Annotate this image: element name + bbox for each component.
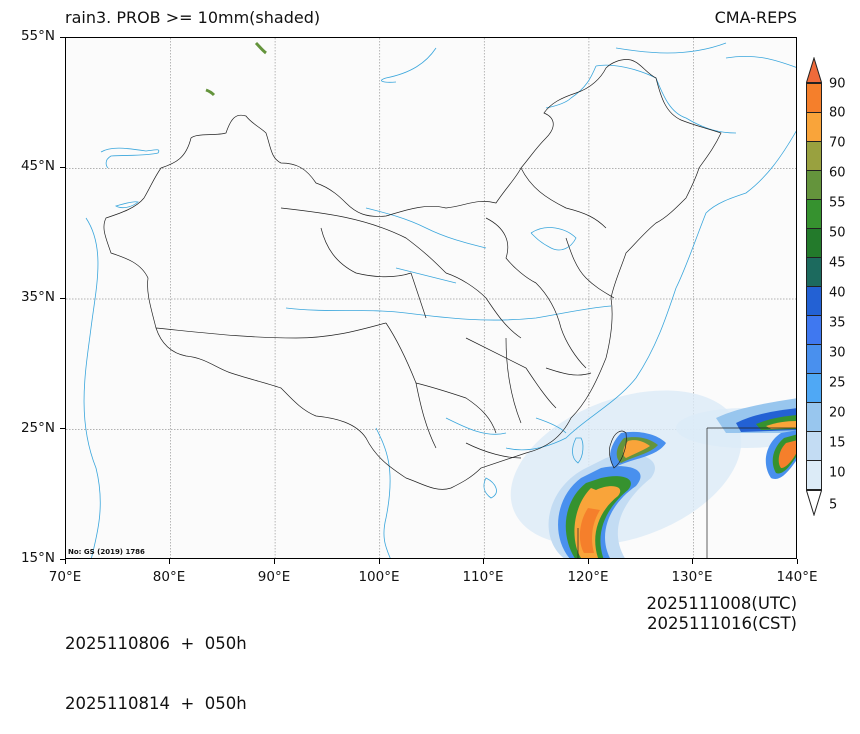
colorbar-segments <box>806 83 822 490</box>
tick <box>379 559 380 564</box>
colorbar-label: 10 <box>829 465 846 481</box>
colorbar-seg-10-15 <box>806 432 822 461</box>
lon-label-120: 120°E <box>567 569 609 585</box>
colorbar <box>806 57 822 516</box>
chart-title: rain3. PROB >= 10mm(shaded) <box>65 8 321 27</box>
colorbar-seg-80-90 <box>806 84 822 113</box>
tick <box>692 559 693 564</box>
map-canvas <box>66 38 796 558</box>
valid-time-block: 2025111008(UTC) 2025111016(CST) <box>646 594 797 634</box>
valid-time-utc: 2025111008(UTC) <box>646 594 797 613</box>
colorbar-label: 5 <box>829 497 838 513</box>
colorbar-seg-5-10 <box>806 461 822 490</box>
colorbar-seg-50-55 <box>806 200 822 229</box>
colorbar-label: 45 <box>829 255 846 271</box>
lon-label-140: 140°E <box>776 569 818 585</box>
colorbar-label: 90 <box>829 76 846 92</box>
lat-label-55: 55°N <box>20 28 55 44</box>
lat-label-25: 25°N <box>20 420 55 436</box>
tick <box>60 37 65 38</box>
init-time-utc: 2025110806 + 050h <box>65 634 247 653</box>
lat-label-35: 35°N <box>20 289 55 305</box>
rivers-coastlines <box>83 42 796 558</box>
colorbar-seg-15-20 <box>806 403 822 432</box>
colorbar-label: 15 <box>829 435 846 451</box>
colorbar-label: 20 <box>829 405 846 421</box>
lon-label-100: 100°E <box>358 569 400 585</box>
colorbar-label: 80 <box>829 105 846 121</box>
valid-time-cst: 2025111016(CST) <box>647 614 797 633</box>
colorbar-seg-20-25 <box>806 374 822 403</box>
colorbar-seg-40-45 <box>806 258 822 287</box>
model-name: CMA-REPS <box>714 8 797 27</box>
lat-label-15: 15°N <box>20 550 55 566</box>
tick <box>274 559 275 564</box>
colorbar-seg-45-50 <box>806 229 822 258</box>
tick <box>169 559 170 564</box>
colorbar-seg-25-30 <box>806 345 822 374</box>
colorbar-label: 30 <box>829 345 846 361</box>
tick <box>65 559 66 564</box>
lat-label-45: 45°N <box>20 158 55 174</box>
colorbar-seg-70-80 <box>806 113 822 142</box>
colorbar-label: 70 <box>829 135 846 151</box>
colorbar-label: 60 <box>829 165 846 181</box>
colorbar-seg-30-35 <box>806 316 822 345</box>
tick <box>60 298 65 299</box>
colorbar-label: 50 <box>829 225 846 241</box>
tick <box>588 559 589 564</box>
colorbar-under-triangle <box>806 490 822 516</box>
lon-label-110: 110°E <box>462 569 504 585</box>
colorbar-label: 55 <box>829 195 846 211</box>
colorbar-label: 35 <box>829 315 846 331</box>
tick <box>60 167 65 168</box>
tick <box>483 559 484 564</box>
init-time-block: 2025110806 + 050h 2025110814 + 050h <box>65 594 247 734</box>
lon-label-130: 130°E <box>671 569 713 585</box>
precip-shading <box>205 41 796 558</box>
lon-label-80: 80°E <box>152 569 186 585</box>
map-panel <box>65 37 797 559</box>
colorbar-seg-35-40 <box>806 287 822 316</box>
gridlines <box>66 38 796 558</box>
tick <box>60 559 65 560</box>
colorbar-over-triangle <box>806 57 822 83</box>
admin-borders <box>103 59 796 558</box>
colorbar-seg-60-70 <box>806 142 822 171</box>
lon-label-90: 90°E <box>257 569 291 585</box>
tick <box>60 428 65 429</box>
colorbar-label: 25 <box>829 375 846 391</box>
colorbar-label: 40 <box>829 285 846 301</box>
init-time-cst: 2025110814 + 050h <box>65 694 247 713</box>
tick <box>797 559 798 564</box>
lon-label-70: 70°E <box>48 569 82 585</box>
map-approval-number: No: GS (2019) 1786 <box>68 548 145 556</box>
colorbar-seg-55-60 <box>806 171 822 200</box>
